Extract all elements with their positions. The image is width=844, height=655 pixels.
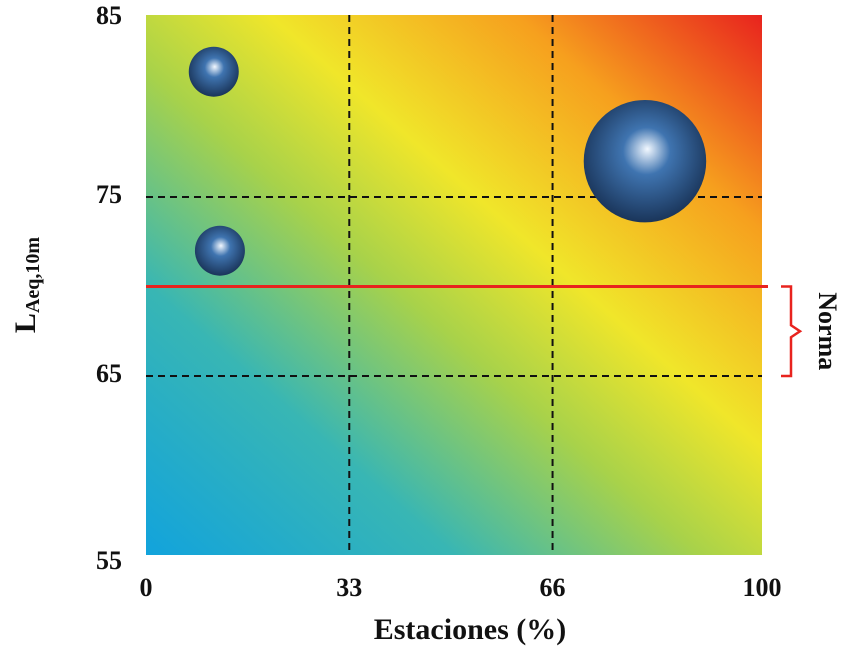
y-tick-label: 75 — [96, 180, 122, 209]
bubble — [584, 100, 706, 222]
bubble — [189, 47, 239, 97]
bubble — [195, 226, 245, 276]
x-tick-label: 33 — [336, 573, 362, 602]
y-axis-label-main: L — [9, 313, 42, 333]
y-tick-label: 65 — [96, 359, 122, 388]
y-axis-label: LAeq,10m — [9, 237, 44, 333]
x-tick-label: 66 — [540, 573, 566, 602]
x-axis-label: Estaciones (%) — [374, 613, 566, 646]
x-tick-label: 0 — [140, 573, 153, 602]
y-tick-label: 55 — [96, 546, 122, 575]
x-tick-label: 100 — [743, 573, 782, 602]
norma-bracket — [781, 287, 800, 377]
chart: Estaciones (%) LAeq,10m 0 33 66 100 55 65 75 85… — [0, 0, 844, 655]
norma-label: Norma — [813, 292, 842, 370]
y-tick-label: 85 — [96, 1, 122, 30]
y-axis-label-sub: Aeq,10m — [22, 237, 44, 313]
